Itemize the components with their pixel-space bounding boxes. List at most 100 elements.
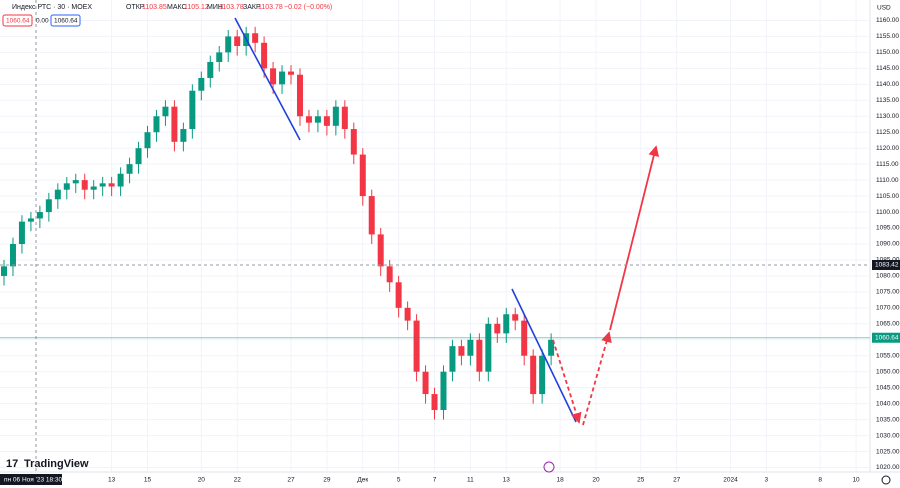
x-tick-label: 13 (108, 477, 116, 484)
forecast-arrow (552, 339, 582, 424)
candle-body (485, 323, 492, 372)
logo: TradingView (24, 458, 89, 470)
candle-body (458, 346, 465, 356)
candle-body (81, 180, 88, 190)
x-tick-label: 11 (467, 477, 474, 484)
candle-body (279, 71, 286, 85)
y-tick-label: 1110.00 (876, 177, 899, 184)
crosshair-time-box (0, 474, 62, 485)
y-tick-label: 1130.00 (876, 113, 899, 120)
y-tick-label: 1040.00 (876, 400, 900, 407)
candle-body (332, 106, 339, 126)
candle-body (449, 346, 456, 372)
candle-body (189, 90, 196, 130)
crosshair-price: 1083.42 (875, 262, 899, 269)
price-box-text: 1060.64 (54, 18, 78, 25)
candle-body (341, 106, 348, 130)
y-tick-label: 1150.00 (876, 49, 899, 56)
x-tick-label: 20 (592, 477, 600, 484)
candle-body (288, 71, 295, 75)
price-box (2, 14, 33, 27)
event-icon[interactable] (543, 461, 555, 473)
candle-body (386, 266, 393, 283)
forecast-arrow (582, 331, 612, 426)
candle-body (252, 33, 259, 43)
change-box-text: 0.00 (36, 18, 49, 25)
candle-body (530, 355, 537, 395)
y-tick-label: 1020.00 (876, 464, 900, 471)
x-tick-label: 7 (433, 477, 437, 484)
candle-body (305, 116, 312, 123)
symbol: Индекс РТС · 30 · MOEX (12, 4, 92, 11)
candle-body (440, 371, 447, 411)
candle-body (126, 164, 133, 174)
x-tick-label: 25 (637, 477, 645, 484)
crosshair-time: пн 06 Ноя '23 18:30 (4, 477, 63, 484)
y-tick-label: 1145.00 (876, 65, 899, 72)
y-tick-label: 1035.00 (876, 416, 900, 423)
ohlc-value: 1103.85 (142, 4, 167, 11)
y-tick-label: 1045.00 (876, 384, 900, 391)
candle-body (234, 36, 241, 47)
ohlc-label: МАКС (167, 4, 187, 11)
change: −0.02 (−0.00%) (284, 4, 332, 11)
y-tick-label: 1095.00 (876, 225, 900, 232)
candle-body (503, 314, 510, 334)
candle-body (171, 106, 178, 142)
ohlc-value: 1103.78 (258, 4, 283, 11)
candle-body (99, 183, 106, 187)
x-tick-label: 2024 (723, 477, 738, 484)
y-tick-label: 1065.00 (876, 321, 900, 328)
y-tick-label: 1155.00 (876, 33, 899, 40)
candle-body (539, 355, 546, 395)
y-tick-label: 1105.00 (876, 193, 899, 200)
candle-body (162, 106, 169, 117)
x-tick-label: 20 (198, 477, 206, 484)
x-tick-label: 29 (323, 477, 331, 484)
candle-body (135, 148, 142, 165)
candle-body (476, 339, 483, 372)
x-tick-label: 27 (673, 477, 681, 484)
x-tick-label: 3 (765, 477, 769, 484)
trend-line (511, 288, 577, 423)
candle-body (323, 116, 330, 126)
y-tick-label: 1160.00 (876, 17, 899, 24)
ohlc-value: 1103.78 (219, 4, 244, 11)
candle-body (261, 42, 268, 69)
settings-icon[interactable] (881, 475, 891, 485)
candle-body (467, 339, 474, 356)
candle-body (216, 52, 223, 62)
candle-body (512, 314, 519, 321)
ohlc-label: ОТКР (126, 4, 145, 11)
y-tick-label: 1140.00 (876, 81, 899, 88)
x-tick-label: 10 (852, 477, 860, 484)
candle-body (90, 186, 97, 190)
x-tick-label: 13 (503, 477, 511, 484)
y-tick-label: 1090.00 (876, 241, 900, 248)
candle-body (494, 323, 501, 334)
x-tick-label: 5 (397, 477, 401, 484)
y-tick-label: 1025.00 (876, 448, 900, 455)
x-tick-label: 15 (144, 477, 152, 484)
candle-body (207, 61, 214, 78)
y-tick-label: 1075.00 (876, 289, 900, 296)
y-tick-label: 1125.00 (876, 129, 899, 136)
ohlc-label: МИН (207, 4, 223, 11)
drawings (234, 17, 660, 426)
y-tick-label: 1135.00 (876, 97, 899, 104)
candle-body (431, 394, 438, 411)
y-tick-label: 1070.00 (876, 305, 900, 312)
candle-body (422, 371, 429, 395)
candle-body (314, 116, 321, 123)
y-tick-label: 1115.00 (876, 161, 899, 168)
ohlc-value: 1105.12 (184, 4, 209, 11)
candle-body (54, 189, 61, 200)
candle-body (270, 68, 277, 85)
candle-body (18, 221, 25, 244)
y-tick-label: 1050.00 (876, 368, 900, 375)
currency[interactable]: USD (877, 5, 891, 12)
candle-body (548, 339, 555, 356)
trend-line (234, 17, 301, 141)
candle-body (413, 320, 420, 372)
